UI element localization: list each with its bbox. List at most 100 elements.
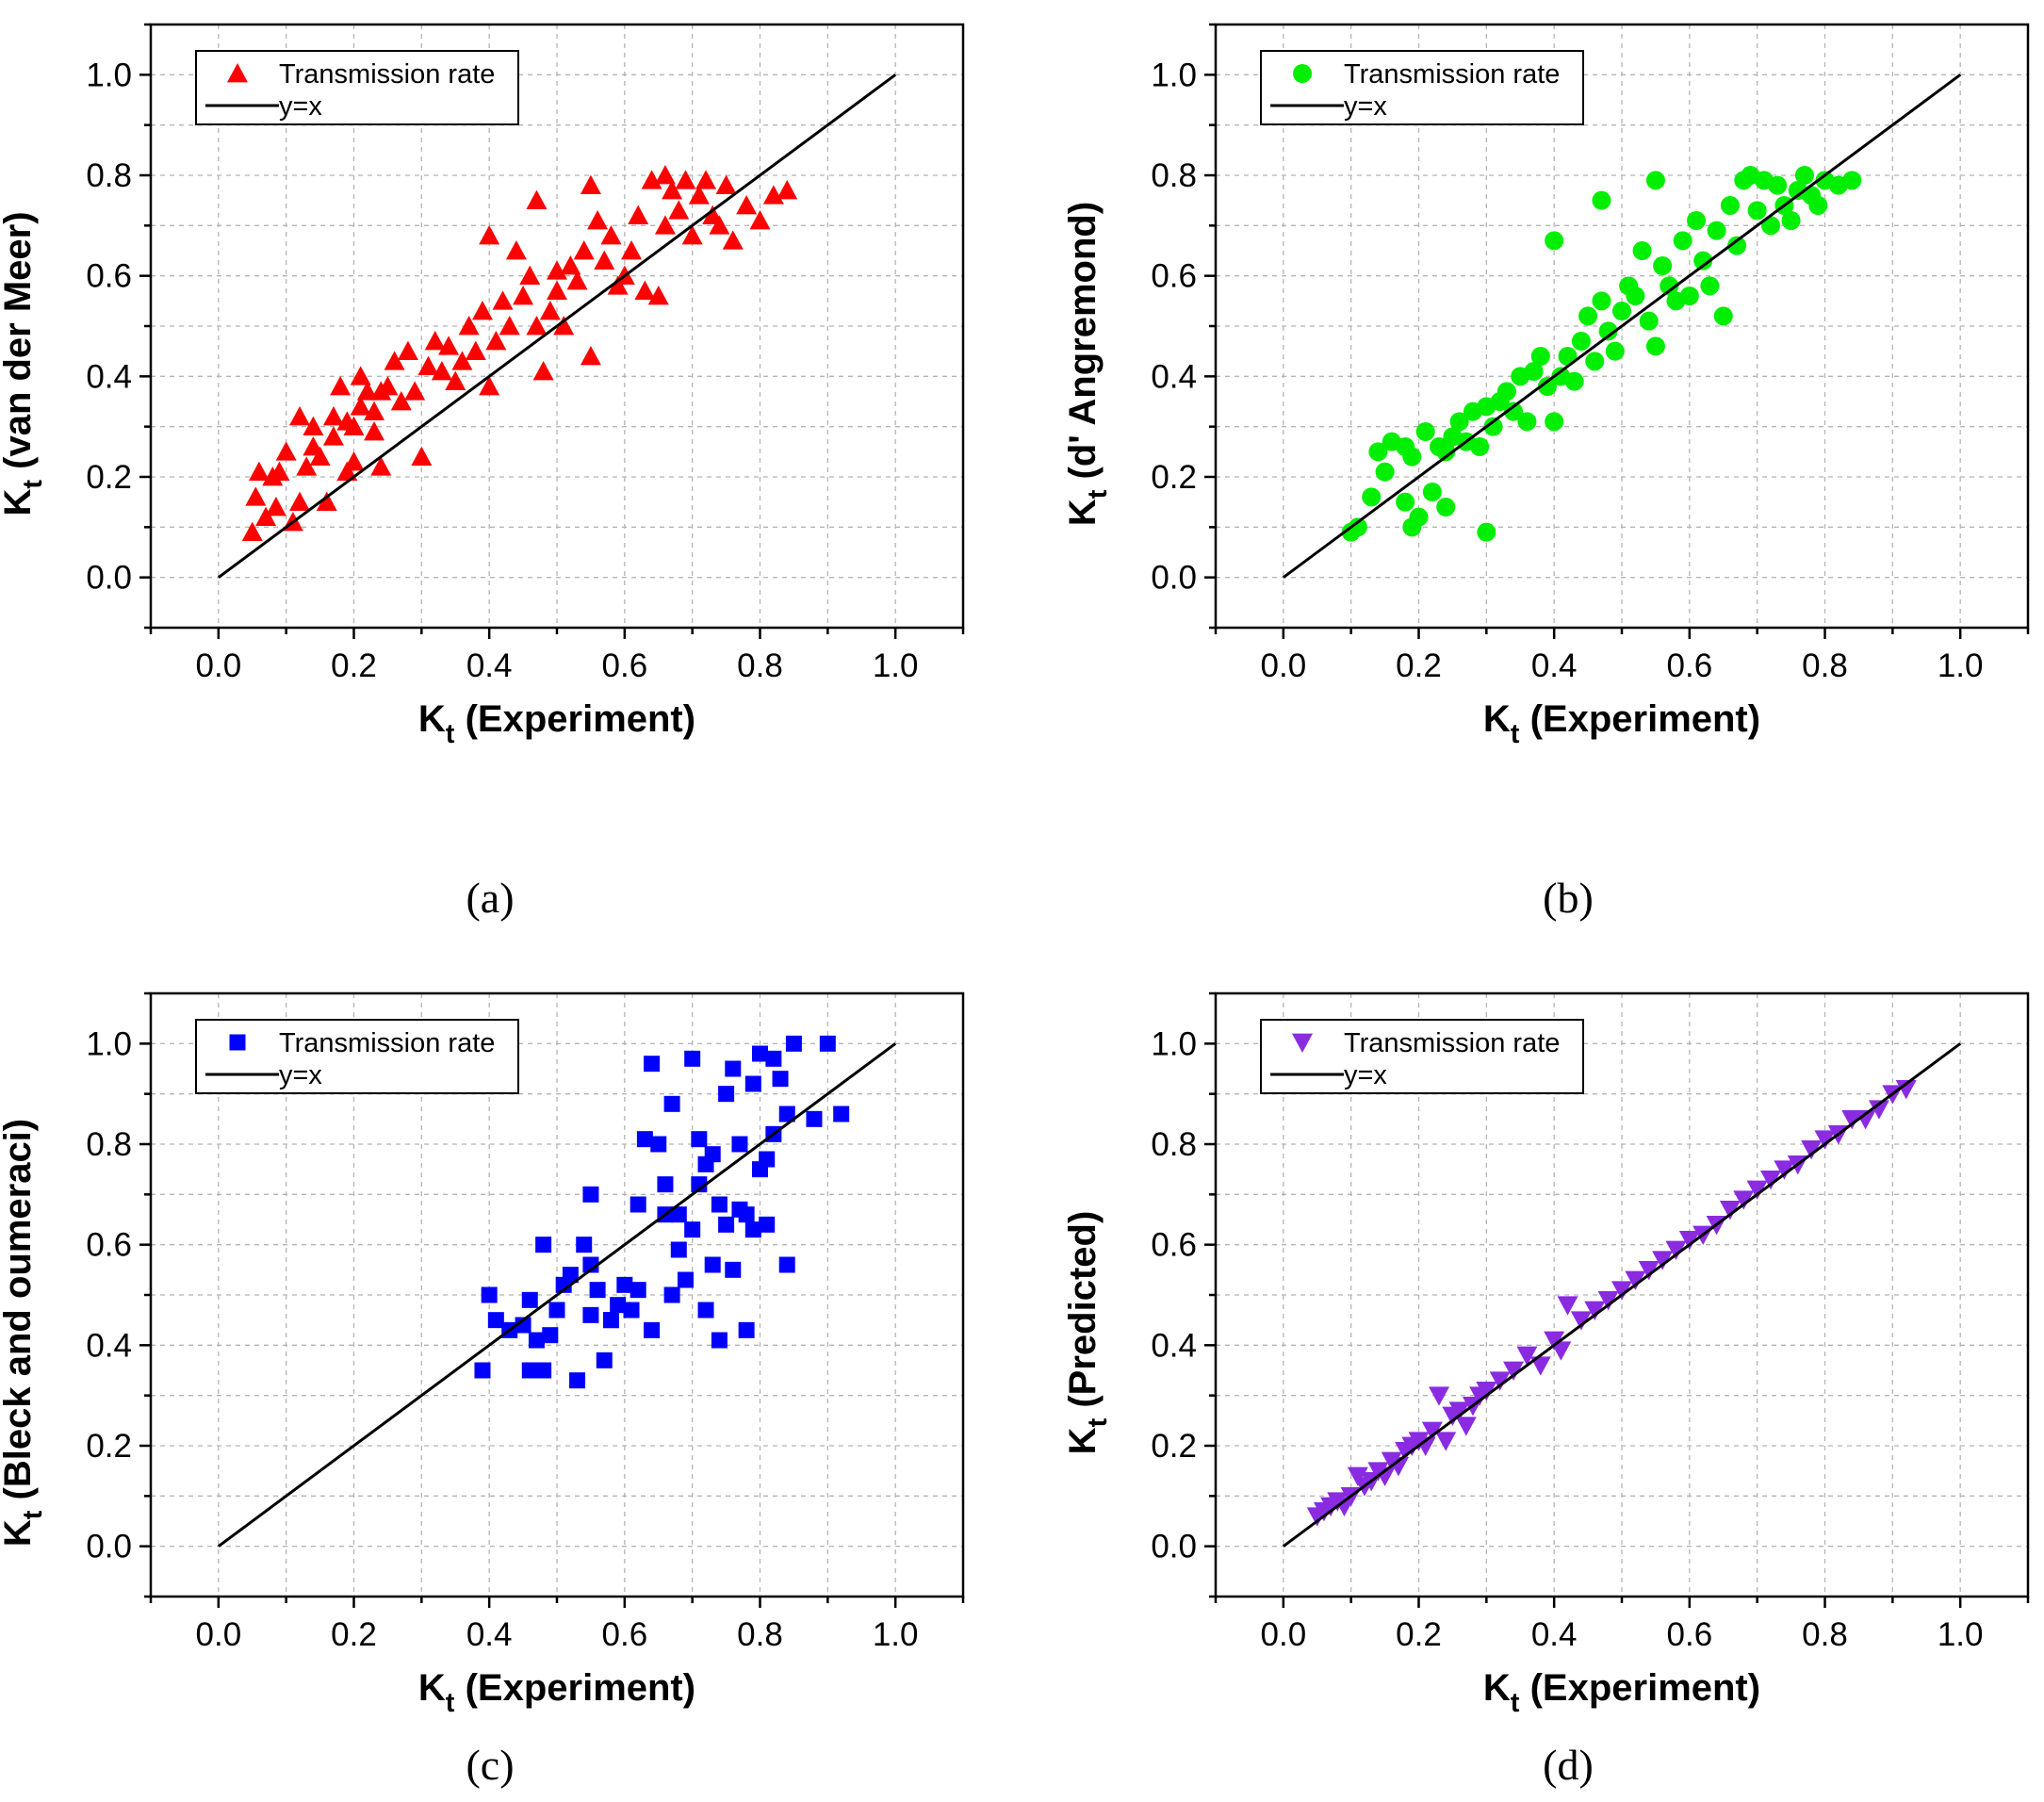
- data-point: [772, 1071, 789, 1088]
- y-tick-label: 0.8: [1151, 157, 1197, 194]
- identity-line: [1282, 74, 1962, 579]
- data-point: [1713, 306, 1733, 326]
- legend-label-series: Transmission rate: [279, 1028, 495, 1058]
- x-axis-title: Kt (Experiment): [1483, 698, 1760, 749]
- scatter-series: [1341, 166, 1862, 542]
- data-point: [602, 1312, 619, 1329]
- data-point: [695, 170, 717, 189]
- x-tick-label: 0.0: [1261, 1616, 1307, 1653]
- data-point: [1652, 1251, 1674, 1270]
- data-point: [1374, 1466, 1396, 1486]
- data-point: [1348, 517, 1367, 537]
- data-point: [1483, 417, 1503, 436]
- y-tick-label: 0.2: [86, 1428, 132, 1465]
- data-point: [505, 240, 527, 260]
- x-tick-label: 0.6: [602, 1616, 648, 1653]
- data-point: [445, 370, 466, 391]
- y-axis-title-rest: (van der Meer): [0, 211, 39, 480]
- x-axis-title-main: K: [418, 698, 446, 740]
- data-point: [1727, 236, 1747, 255]
- y-tick-label: 1.0: [1151, 1025, 1197, 1062]
- y-axis-title-main: K: [0, 1519, 39, 1547]
- x-tick-label: 0.4: [466, 1616, 513, 1653]
- data-point: [465, 340, 486, 361]
- data-point: [316, 491, 337, 512]
- data-point: [1503, 1361, 1525, 1381]
- data-point: [580, 346, 601, 366]
- data-point: [1768, 175, 1788, 195]
- data-point: [736, 195, 758, 215]
- x-axis-title-main: K: [1483, 698, 1511, 740]
- data-point: [759, 1216, 776, 1233]
- data-point: [610, 1297, 627, 1314]
- data-point: [684, 1050, 701, 1067]
- data-point: [526, 189, 548, 210]
- data-point: [1747, 201, 1767, 221]
- data-point: [589, 1282, 606, 1299]
- y-tick-label: 1.0: [1151, 57, 1197, 93]
- data-point: [819, 1035, 836, 1052]
- data-point: [438, 336, 460, 355]
- data-point: [670, 1241, 687, 1258]
- data-point: [677, 1271, 694, 1288]
- data-point: [1585, 352, 1605, 371]
- data-point: [1808, 196, 1828, 215]
- x-tick-label: 0.6: [1667, 647, 1713, 684]
- data-point: [1489, 1371, 1511, 1391]
- data-point: [330, 376, 352, 396]
- data-point: [289, 406, 311, 426]
- data-point: [759, 1151, 776, 1168]
- data-point: [1679, 287, 1699, 305]
- data-point: [1537, 377, 1557, 396]
- data-point: [657, 1176, 674, 1193]
- y-tick-label: 0.4: [86, 1327, 132, 1364]
- data-point: [309, 446, 331, 467]
- chart-panel-c: 0.0 0.2 0.4 0.6 0.8 1.0 0.0 0.2 0.4 0.6 0.8 1.0 Kt (…: [0, 991, 965, 1789]
- data-point: [1842, 171, 1862, 190]
- data-point: [1774, 1160, 1795, 1180]
- data-point: [562, 1267, 579, 1284]
- x-tick-label: 0.4: [1531, 647, 1578, 684]
- data-point: [479, 376, 500, 396]
- data-point: [1477, 522, 1496, 542]
- legend-box: [1260, 50, 1584, 125]
- y-axis-title-rest: (Predicted): [1062, 1211, 1104, 1418]
- data-point: [1476, 1381, 1497, 1401]
- data-point: [722, 230, 744, 250]
- data-point: [377, 376, 399, 396]
- data-point: [492, 290, 514, 310]
- y-tick-label: 1.0: [86, 1025, 132, 1062]
- y-tick-label: 0.6: [86, 1227, 132, 1264]
- data-point: [641, 170, 662, 189]
- legend-box: [1260, 1019, 1584, 1094]
- data-point: [1895, 1079, 1917, 1100]
- data-point: [1592, 190, 1611, 210]
- data-point: [1814, 1130, 1836, 1150]
- data-point: [1409, 507, 1429, 527]
- y-axis-title-subscript: t: [18, 1510, 48, 1519]
- data-point: [1496, 382, 1516, 401]
- data-point: [697, 1302, 714, 1319]
- data-point: [607, 275, 629, 295]
- data-point: [725, 1060, 742, 1077]
- data-point: [644, 1056, 661, 1073]
- legend-label-series: Transmission rate: [1344, 1028, 1560, 1058]
- x-tick-label: 1.0: [873, 647, 919, 684]
- data-point: [1707, 221, 1726, 240]
- panel-label: (a): [466, 874, 514, 922]
- data-point: [1584, 1301, 1606, 1320]
- x-axis-title-main: K: [418, 1667, 446, 1709]
- data-point: [1544, 1331, 1565, 1351]
- scatter-series: [474, 1035, 850, 1389]
- data-point: [417, 355, 439, 376]
- data-point: [662, 180, 683, 200]
- data-point: [636, 1131, 653, 1148]
- data-point: [1632, 241, 1652, 260]
- data-point: [663, 1286, 680, 1303]
- y-axis-title-rest: (d' Angremond): [1062, 202, 1104, 490]
- data-point: [303, 416, 324, 436]
- data-point: [487, 1312, 504, 1329]
